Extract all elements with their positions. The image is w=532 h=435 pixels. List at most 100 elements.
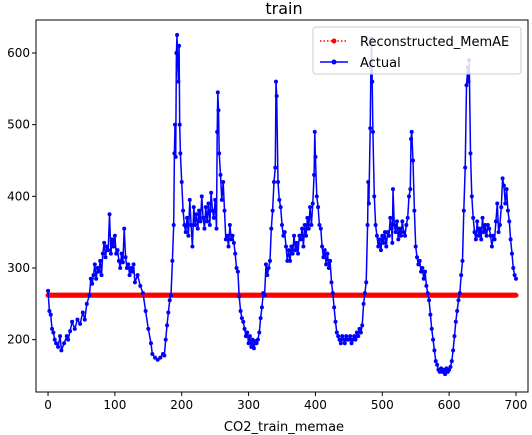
y-tick-label: 200 [7, 333, 30, 347]
x-axis-label: CO2_train_memae [224, 420, 344, 435]
actual-point [178, 151, 183, 156]
actual-point [174, 50, 179, 55]
actual-point [190, 244, 195, 249]
actual-point [216, 108, 221, 113]
y-tick-label: 500 [7, 118, 30, 132]
actual-point [427, 298, 432, 303]
actual-point [370, 79, 375, 84]
actual-point [507, 219, 512, 224]
x-tick-label: 500 [371, 398, 394, 412]
actual-point [312, 172, 317, 177]
actual-point [273, 165, 278, 170]
actual-point [302, 222, 307, 227]
actual-point [472, 230, 477, 235]
actual-point [263, 262, 268, 267]
actual-point [489, 244, 494, 249]
chart-title: train [265, 0, 302, 18]
actual-point [370, 129, 375, 134]
actual-point [169, 293, 174, 298]
actual-point [491, 233, 496, 238]
actual-point [394, 219, 399, 224]
actual-point [217, 151, 222, 156]
actual-point [179, 179, 184, 184]
actual-point [492, 237, 497, 242]
x-tick-label: 700 [505, 398, 528, 412]
actual-point [443, 372, 448, 377]
actual-point [380, 233, 385, 238]
actual-point [227, 222, 232, 227]
actual-point [98, 258, 103, 263]
actual-point [431, 337, 436, 342]
actual-point [289, 244, 294, 249]
actual-point [300, 226, 305, 231]
actual-point [381, 240, 386, 245]
actual-point [271, 179, 276, 184]
actual-point [435, 362, 440, 367]
actual-point [455, 309, 460, 314]
actual-point [90, 281, 95, 286]
actual-point [172, 151, 177, 156]
actual-point [479, 237, 484, 242]
actual-point [258, 316, 263, 321]
actual-point [162, 353, 167, 358]
actual-point [199, 194, 204, 199]
legend-label-reconstructed: Reconstructed_MemAE [360, 35, 509, 50]
actual-point [357, 326, 362, 331]
actual-point [254, 341, 259, 346]
actual-point [214, 226, 219, 231]
actual-point [338, 341, 343, 346]
actual-point [54, 341, 59, 346]
actual-point [56, 344, 61, 349]
actual-point [123, 255, 128, 260]
actual-point [158, 355, 163, 360]
actual-point [84, 301, 89, 306]
actual-point [182, 222, 187, 227]
x-tick-label: 400 [304, 398, 327, 412]
actual-point [296, 251, 301, 256]
actual-point [225, 233, 230, 238]
actual-point [304, 233, 309, 238]
actual-point [110, 237, 115, 242]
actual-point [106, 248, 111, 253]
actual-point [452, 334, 457, 339]
actual-point [186, 233, 191, 238]
actual-point [495, 201, 500, 206]
actual-point [270, 208, 275, 213]
actual-point [131, 262, 136, 267]
actual-point [505, 208, 510, 213]
actual-point [72, 326, 77, 331]
actual-point [198, 219, 203, 224]
actual-point [499, 205, 504, 210]
legend-box [312, 26, 522, 75]
actual-point [356, 334, 361, 339]
actual-point [210, 208, 215, 213]
actual-point [82, 317, 87, 322]
actual-point [102, 240, 107, 245]
actual-point [344, 334, 349, 339]
actual-point [415, 255, 420, 260]
actual-point [504, 187, 509, 192]
actual-point [354, 330, 359, 335]
x-tick-label: 600 [438, 398, 461, 412]
actual-point [318, 226, 323, 231]
actual-point [390, 240, 395, 245]
series-actual [46, 33, 518, 377]
actual-point [87, 293, 92, 298]
actual-point [404, 222, 409, 227]
actual-point [118, 266, 123, 270]
actual-point [247, 334, 252, 339]
actual-point [385, 230, 390, 235]
actual-point [138, 283, 143, 288]
actual-point [451, 348, 456, 353]
actual-point [195, 226, 200, 231]
actual-point [175, 33, 180, 38]
actual-point [95, 266, 100, 270]
actual-point [368, 126, 373, 131]
actual-point [213, 197, 218, 202]
actual-point [114, 251, 119, 256]
actual-point [346, 337, 351, 342]
actual-point [332, 305, 337, 310]
actual-point [229, 237, 234, 242]
actual-point [475, 219, 480, 224]
actual-point [330, 291, 335, 296]
